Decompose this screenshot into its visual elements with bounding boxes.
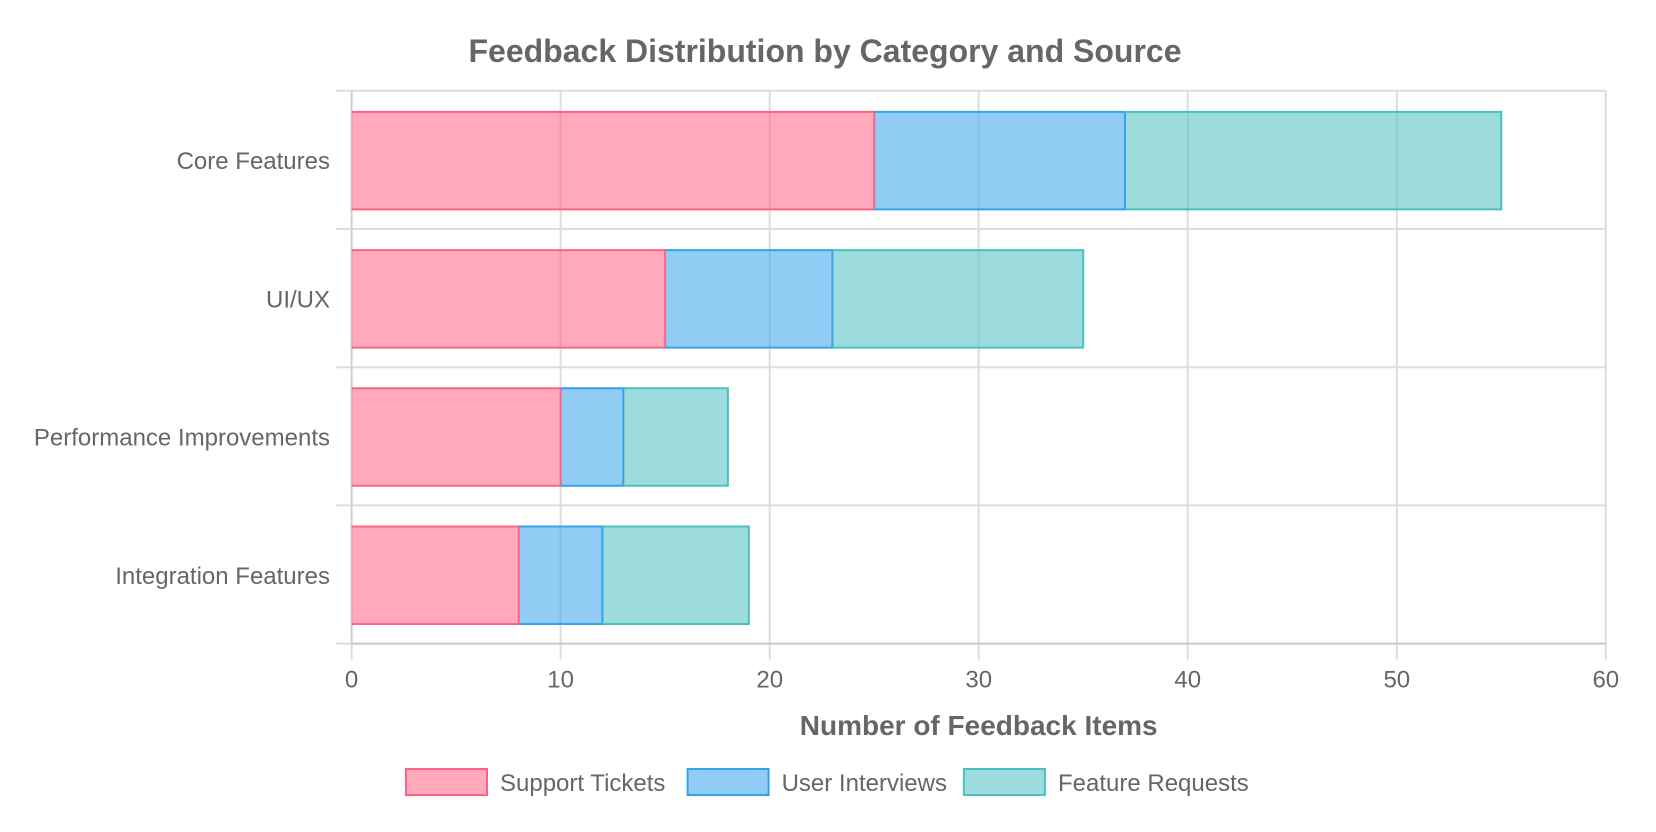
svg-text:Feature Requests: Feature Requests bbox=[1058, 770, 1249, 797]
svg-text:Number of Feedback Items: Number of Feedback Items bbox=[800, 710, 1158, 741]
svg-text:Support Tickets: Support Tickets bbox=[500, 770, 665, 797]
svg-text:Integration Features: Integration Features bbox=[115, 563, 330, 590]
svg-text:50: 50 bbox=[1383, 667, 1410, 694]
svg-text:20: 20 bbox=[756, 667, 783, 694]
svg-text:40: 40 bbox=[1174, 667, 1201, 694]
svg-text:Feedback Distribution by Categ: Feedback Distribution by Category and So… bbox=[468, 33, 1181, 69]
svg-text:UI/UX: UI/UX bbox=[266, 286, 330, 313]
svg-text:User Interviews: User Interviews bbox=[782, 770, 947, 797]
svg-text:30: 30 bbox=[965, 667, 992, 694]
svg-text:Performance Improvements: Performance Improvements bbox=[34, 425, 330, 452]
svg-text:60: 60 bbox=[1592, 667, 1619, 694]
svg-text:Core Features: Core Features bbox=[177, 148, 330, 175]
svg-text:0: 0 bbox=[345, 667, 358, 694]
svg-text:10: 10 bbox=[547, 667, 574, 694]
